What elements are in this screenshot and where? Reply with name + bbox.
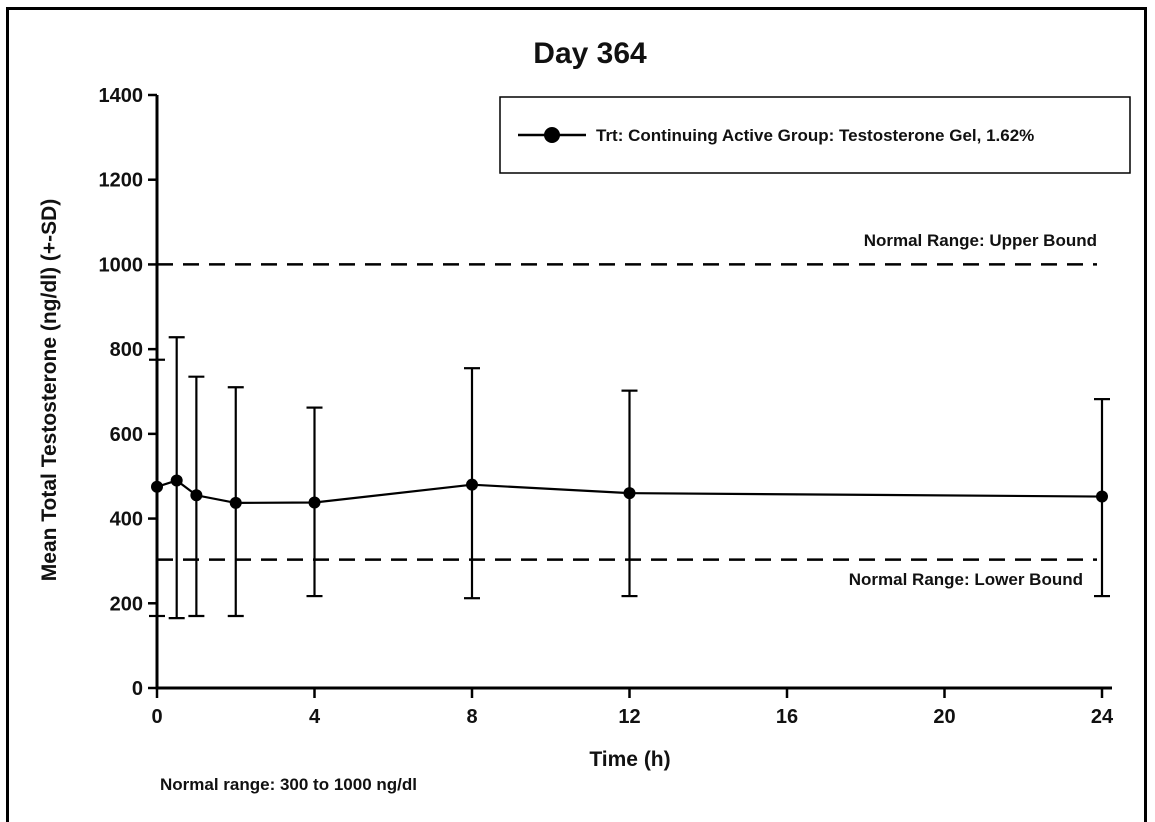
y-axis-ticks: 0 200 400 600 800 1000 1200 1400 (99, 85, 157, 700)
data-point (151, 480, 163, 493)
y-tick-label: 600 (110, 424, 143, 446)
legend-label: Trt: Continuing Active Group: Testostero… (596, 126, 1034, 145)
lower-bound-label: Normal Range: Lower Bound (849, 570, 1083, 589)
y-tick-label: 1000 (99, 254, 144, 276)
normal-range-footnote: Normal range: 300 to 1000 ng/dl (160, 775, 417, 794)
legend-box (499, 96, 1131, 174)
x-tick-label: 4 (309, 706, 321, 728)
data-point (623, 487, 636, 500)
x-tick-label: 12 (618, 706, 640, 728)
y-tick-label: 400 (110, 509, 143, 531)
reference-lines (157, 263, 1097, 561)
data-point (170, 474, 183, 487)
x-tick-label: 24 (1091, 706, 1114, 728)
legend: Trt: Continuing Active Group: Testostero… (499, 96, 1131, 174)
data-point (466, 478, 478, 491)
legend-marker (544, 127, 560, 143)
data-point (190, 489, 203, 502)
data-point (229, 496, 242, 509)
x-tick-label: 16 (776, 706, 798, 728)
x-tick-label: 8 (466, 706, 477, 728)
x-tick-label: 0 (151, 706, 162, 728)
y-tick-label: 1400 (99, 85, 144, 107)
x-axis-ticks: 0 4 8 12 16 20 24 (151, 688, 1114, 728)
y-axis-label: Mean Total Testosterone (ng/dl) (+-SD) (38, 199, 61, 581)
y-tick-label: 200 (110, 593, 143, 615)
x-axis-label: Time (h) (589, 748, 670, 771)
data-points (151, 474, 1108, 509)
y-tick-label: 0 (132, 678, 143, 700)
x-tick-label: 20 (933, 706, 955, 728)
data-point (308, 496, 321, 509)
upper-bound-label: Normal Range: Upper Bound (864, 231, 1097, 250)
data-point (1096, 490, 1108, 503)
y-tick-label: 1200 (99, 170, 144, 192)
chart-title: Day 364 (533, 37, 647, 70)
y-tick-label: 800 (110, 339, 143, 361)
chart-frame (6, 7, 1147, 822)
